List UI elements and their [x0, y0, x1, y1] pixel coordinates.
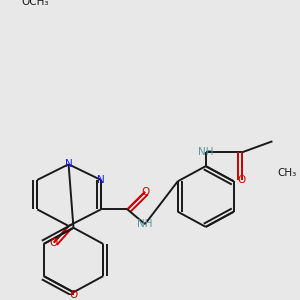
Text: N: N — [97, 175, 105, 185]
Text: CH₃: CH₃ — [277, 168, 296, 178]
Text: O: O — [141, 187, 149, 197]
Text: OCH₃: OCH₃ — [22, 0, 49, 7]
Text: O: O — [238, 175, 246, 185]
Text: O: O — [69, 290, 78, 300]
Text: O: O — [50, 238, 58, 248]
Text: N: N — [65, 159, 73, 169]
Text: NH: NH — [137, 219, 153, 229]
Text: NH: NH — [198, 147, 214, 157]
